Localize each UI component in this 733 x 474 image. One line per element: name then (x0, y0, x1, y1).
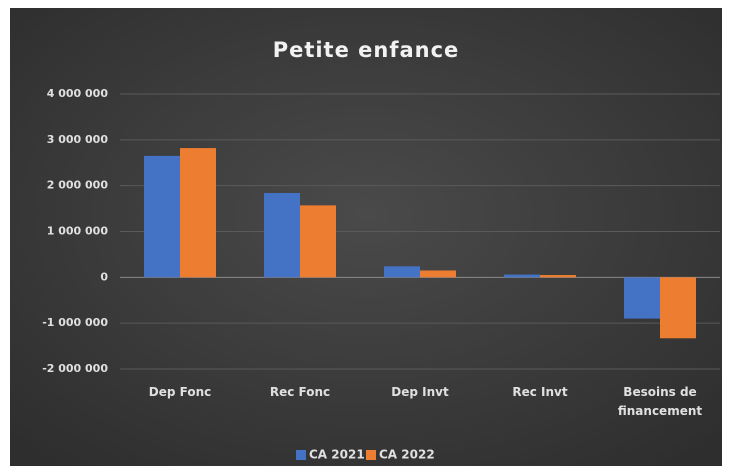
bar (144, 155, 180, 278)
x-tick-label: Dep Fonc (148, 385, 212, 399)
chart-background (10, 8, 722, 466)
bar (384, 266, 420, 278)
bar (300, 205, 336, 278)
x-tick-label: Rec Invt (512, 385, 568, 399)
chart-title: Petite enfance (273, 38, 460, 62)
y-tick-label: -2 000 000 (42, 362, 108, 375)
y-tick-label: 3 000 000 (47, 133, 109, 146)
y-tick-label: -1 000 000 (42, 316, 108, 329)
bar (540, 275, 576, 278)
bar (264, 193, 300, 278)
bar (420, 270, 456, 278)
legend-label: CA 2021 (309, 448, 365, 462)
legend-swatch (366, 450, 376, 460)
y-tick-label: 1 000 000 (47, 225, 109, 238)
bar (504, 274, 540, 278)
legend-swatch (296, 450, 306, 460)
x-tick-label: Besoins de financement (617, 385, 703, 418)
x-tick-label: Rec Fonc (269, 385, 331, 399)
bar (180, 148, 216, 278)
bar (660, 277, 696, 339)
x-tick-label: Dep Invt (391, 385, 449, 399)
bar (624, 277, 660, 319)
y-tick-label: 4 000 000 (47, 87, 109, 100)
y-tick-label: 0 (100, 270, 108, 283)
y-tick-label: 2 000 000 (47, 179, 109, 192)
legend-label: CA 2022 (379, 448, 435, 462)
